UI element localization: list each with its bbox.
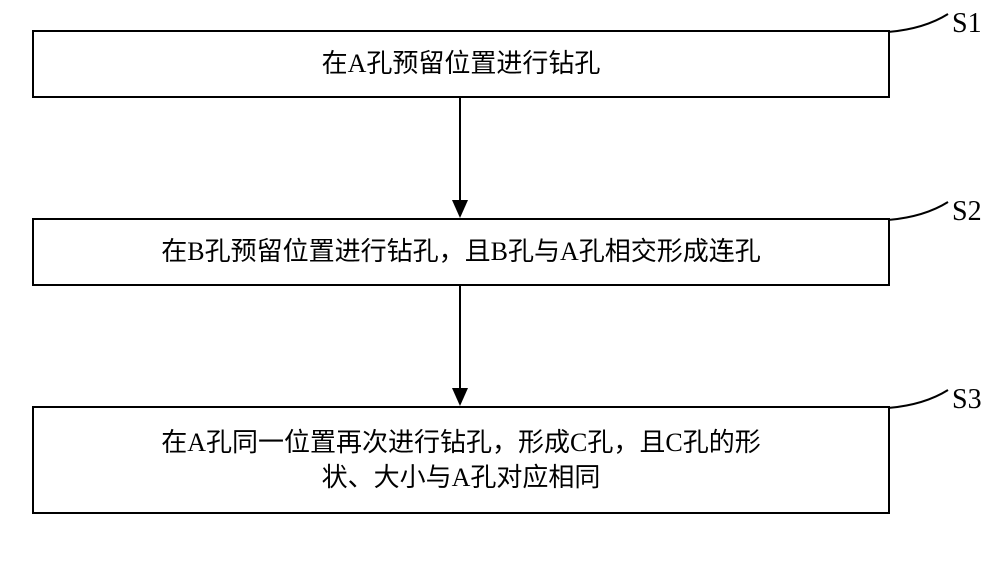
arrow-s1-s2 xyxy=(444,98,476,218)
step-text-s3: 在A孔同一位置再次进行钻孔，形成C孔，且C孔的形 状、大小与A孔对应相同 xyxy=(161,425,760,495)
callout-line-s3 xyxy=(884,386,952,412)
callout-line-s2 xyxy=(884,198,952,224)
arrow-s2-s3 xyxy=(444,286,476,406)
callout-line-s1 xyxy=(884,10,952,36)
step-text-s1: 在A孔预留位置进行钻孔 xyxy=(322,46,601,81)
step-box-s2: 在B孔预留位置进行钻孔，且B孔与A孔相交形成连孔 xyxy=(32,218,890,286)
step-label-s1: S1 xyxy=(952,8,982,40)
step-label-s3: S3 xyxy=(952,384,982,416)
step-box-s3: 在A孔同一位置再次进行钻孔，形成C孔，且C孔的形 状、大小与A孔对应相同 xyxy=(32,406,890,514)
step-label-s2: S2 xyxy=(952,196,982,228)
step-box-s1: 在A孔预留位置进行钻孔 xyxy=(32,30,890,98)
step-text-s2: 在B孔预留位置进行钻孔，且B孔与A孔相交形成连孔 xyxy=(161,234,760,269)
